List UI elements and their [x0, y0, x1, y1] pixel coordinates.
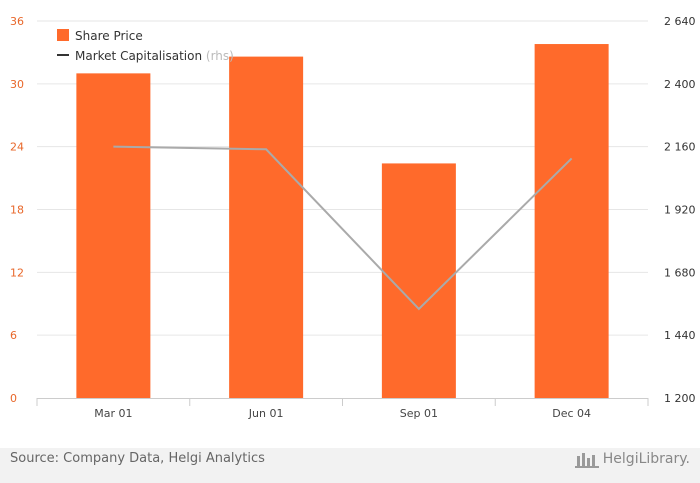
bar-share-price[interactable]: [534, 44, 609, 399]
y-left-tick-label: 6: [10, 329, 17, 342]
y-left-tick-label: 30: [10, 78, 24, 91]
y-right-tick-label: 1 200: [664, 392, 696, 405]
x-tick-label: Mar 01: [94, 407, 132, 420]
axes: 0 6 12 18 24 30 36 1 200 1 440 1 680 1 920 2 160 2 4…: [10, 15, 696, 420]
chart: 0 6 12 18 24 30 36 1 200 1 440 1 680 1 920 2 160 2 4…: [10, 15, 696, 420]
x-tick-label: Jun 01: [248, 407, 284, 420]
y-left-tick-label: 0: [10, 392, 17, 405]
x-tick-label: Dec 04: [552, 407, 591, 420]
brand-name: HelgiLibrary.: [602, 451, 690, 467]
bars: [76, 44, 609, 399]
market-cap-line: [113, 145, 573, 311]
y-left-tick-label: 12: [10, 266, 24, 279]
y-right-tick-label: 1 680: [664, 266, 696, 279]
y-right-tick-label: 1 440: [664, 329, 696, 342]
x-tick-label: Sep 01: [400, 407, 438, 420]
y-left-tick-label: 24: [10, 141, 24, 154]
bar-share-price[interactable]: [381, 163, 456, 398]
legend-share-price-swatch: [57, 29, 69, 41]
footer: Source: Company Data, Helgi Analytics He…: [0, 448, 700, 483]
y-right-tick-label: 2 160: [664, 141, 696, 154]
y-left-tick-label: 18: [10, 204, 24, 217]
y-left-tick-label: 36: [10, 15, 24, 28]
source-text: Source: Company Data, Helgi Analytics: [10, 451, 265, 466]
library-icon: [574, 453, 599, 468]
legend-share-price-label[interactable]: Share Price: [75, 29, 143, 43]
line-market-cap[interactable]: [113, 145, 573, 311]
legend-market-cap-label[interactable]: Market Capitalisation (rhs): [75, 49, 234, 63]
bar-share-price[interactable]: [229, 56, 304, 398]
y-right-tick-label: 2 400: [664, 78, 696, 91]
y-right-tick-label: 2 640: [664, 15, 696, 28]
brand-logo[interactable]: HelgiLibrary.: [574, 450, 690, 468]
bar-share-price[interactable]: [76, 73, 151, 398]
y-right-tick-label: 1 920: [664, 204, 696, 217]
legend[interactable]: Share Price Market Capitalisation (rhs): [57, 29, 234, 63]
